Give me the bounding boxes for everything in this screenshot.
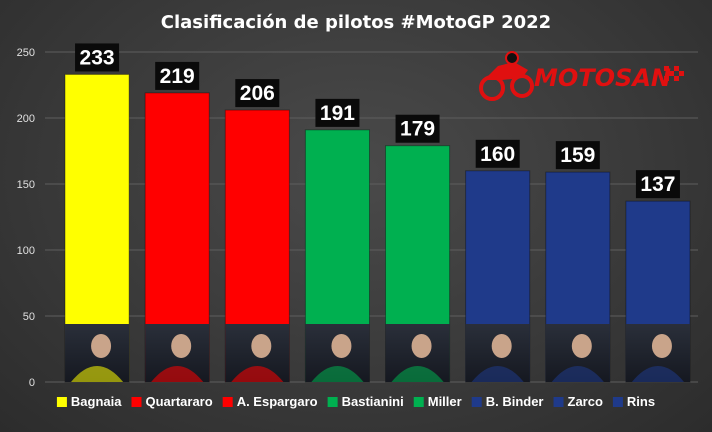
data-label: 191 [320, 102, 355, 125]
logo-text: MOTOSAN [534, 64, 671, 92]
data-label-background [235, 79, 280, 108]
rider-head-icon [331, 334, 352, 358]
data-label-background [75, 43, 120, 72]
bar-group [144, 92, 210, 383]
chart-title: Clasificación de pilotos #MotoGP 2022 [161, 12, 551, 33]
legend: Bagnaia Quartararo A. Espargaro Bastianini M… [56, 394, 655, 409]
legend-item: B. Binder [471, 394, 544, 409]
legend-swatch [131, 397, 142, 407]
data-label-background [475, 139, 520, 168]
checkered-flag-icon [664, 66, 684, 81]
legend-item: Bastianini [327, 394, 404, 409]
bar-group [385, 145, 451, 383]
rider-head-icon [251, 334, 272, 358]
rider-head-icon [411, 334, 432, 358]
y-tick-label: 250 [17, 47, 35, 59]
data-label-background [635, 170, 680, 199]
data-label: 179 [400, 118, 435, 141]
rider-suit-icon [551, 366, 604, 382]
rider-head-icon [491, 334, 512, 358]
legend-label: Quartararo [145, 394, 212, 409]
y-tick-label: 0 [29, 377, 35, 389]
legend-label: Bagnaia [71, 394, 122, 409]
legend-label: A. Espargaro [237, 394, 318, 409]
legend-swatch [56, 397, 67, 407]
data-label-background [555, 141, 600, 170]
bar-group [545, 171, 611, 383]
legend-swatch [612, 397, 623, 407]
legend-label: Bastianini [342, 394, 404, 409]
rider-suit-icon [231, 366, 284, 382]
rider-head-icon [91, 334, 112, 358]
rider-head-icon [171, 334, 192, 358]
legend-label: Rins [627, 394, 655, 409]
rider-head-icon [651, 334, 672, 358]
bar-group [224, 109, 290, 383]
legend-swatch [413, 397, 424, 407]
data-label: 219 [160, 65, 195, 88]
legend-item: Quartararo [131, 394, 213, 409]
data-label: 206 [240, 82, 275, 105]
rider-head-icon [571, 334, 592, 358]
data-label: 159 [560, 144, 595, 167]
data-label: 137 [640, 173, 675, 196]
data-labels: 233 219 206 191 179 160 159 137 [75, 43, 680, 199]
legend-label: B. Binder [486, 394, 544, 409]
rider-suit-icon [311, 366, 364, 382]
bar-group [304, 129, 370, 383]
data-label: 160 [480, 143, 515, 166]
legend-swatch [471, 397, 482, 407]
data-label: 233 [80, 46, 115, 69]
rider-suit-icon [151, 366, 204, 382]
data-label-background [395, 114, 440, 143]
rider-suit-icon [391, 366, 444, 382]
legend-item: Bagnaia [56, 394, 122, 409]
rider-suit-icon [471, 366, 524, 382]
legend-swatch [327, 397, 338, 407]
y-tick-label: 50 [23, 311, 35, 323]
legend-item: Zarco [553, 394, 603, 409]
bars [64, 73, 691, 383]
legend-swatch [222, 397, 233, 407]
y-tick-label: 150 [17, 179, 35, 191]
legend-item: Miller [413, 394, 462, 409]
motosan-logo: MOTOSAN [479, 51, 684, 101]
motorcycle-rider-icon [479, 51, 534, 101]
bar-group [64, 73, 130, 383]
legend-label: Zarco [568, 394, 603, 409]
rider-suit-icon [631, 366, 684, 382]
bar-group [625, 200, 691, 383]
y-tick-label: 200 [17, 113, 35, 125]
data-label-background [155, 61, 200, 90]
legend-swatch [553, 397, 564, 407]
legend-label: Miller [428, 394, 462, 409]
bar-group [465, 170, 531, 383]
legend-item: Rins [612, 394, 655, 409]
y-tick-label: 100 [17, 245, 35, 257]
legend-item: A. Espargaro [222, 394, 318, 409]
rider-suit-icon [71, 366, 124, 382]
data-label-background [315, 98, 360, 127]
